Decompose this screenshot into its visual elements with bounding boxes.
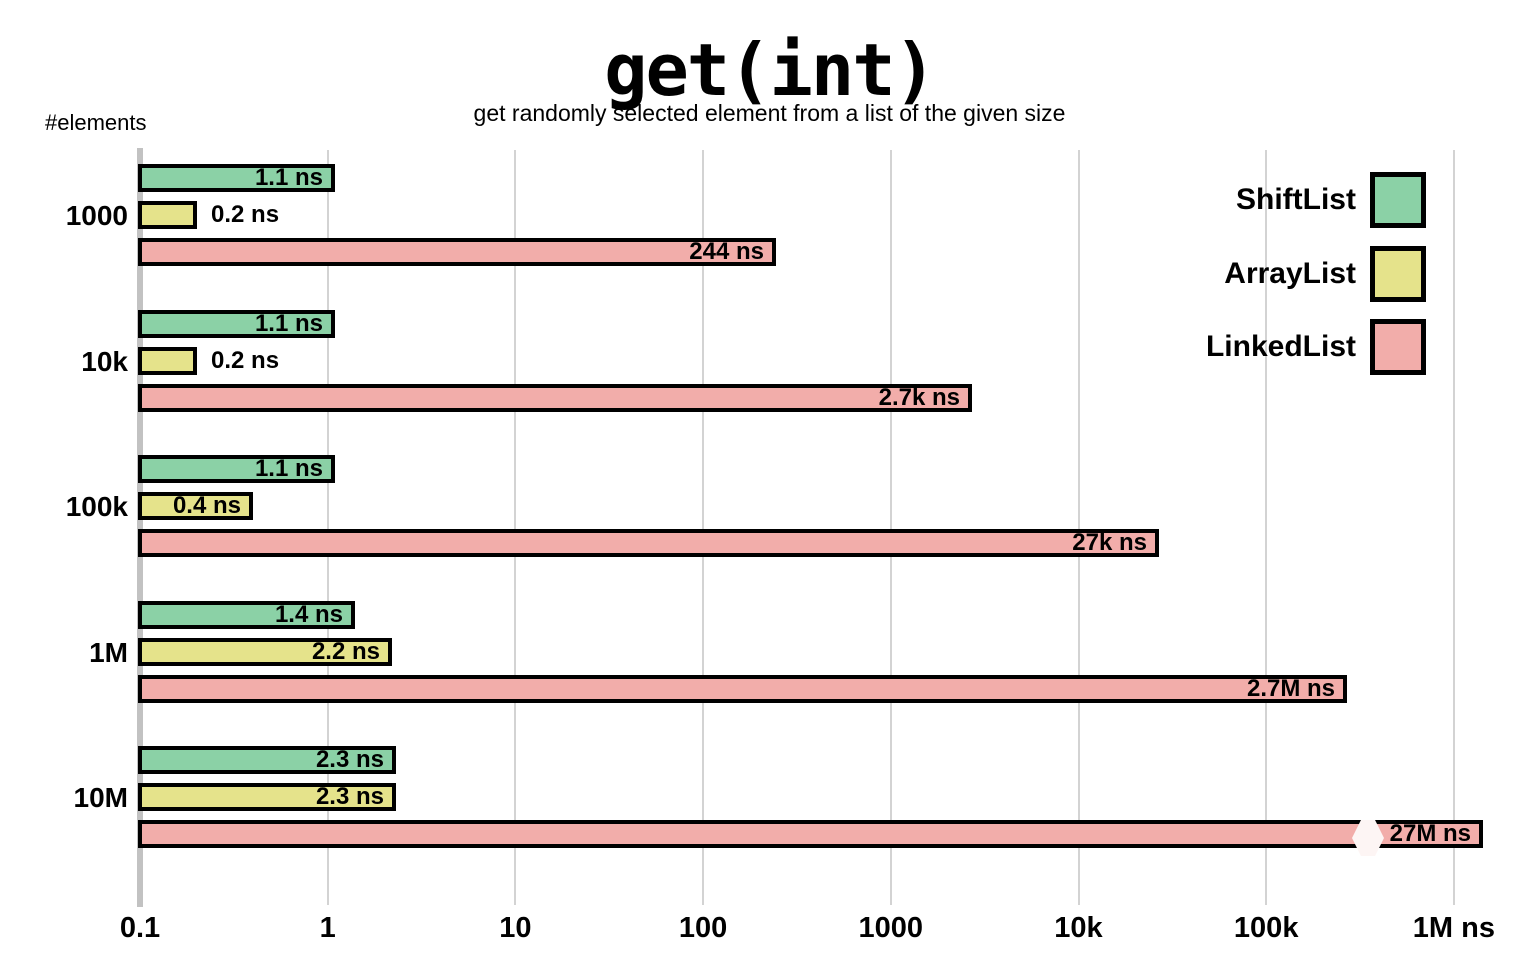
chart-title: get(int) bbox=[604, 28, 937, 112]
bar-arraylist-1M: 2.2 ns bbox=[138, 638, 392, 666]
chart-subtitle: get randomly selected element from a lis… bbox=[473, 100, 1066, 126]
x-tick-label: 10k bbox=[1054, 912, 1103, 944]
category-label: 1M bbox=[89, 637, 128, 668]
bar-value-label: 0.4 ns bbox=[172, 492, 241, 519]
bar-value-label: 27k ns bbox=[1072, 529, 1147, 556]
bar-value-label: 1.1 ns bbox=[254, 310, 323, 337]
legend-label: LinkedList bbox=[1205, 330, 1356, 363]
gridline bbox=[1077, 150, 1080, 905]
gridline bbox=[702, 150, 705, 905]
legend-label: ArrayList bbox=[1224, 256, 1356, 290]
bar-value-label: 1.4 ns bbox=[274, 601, 343, 628]
bar-arraylist-1000 bbox=[138, 201, 197, 229]
bar-value-label: 2.3 ns bbox=[315, 783, 384, 810]
x-tick-label: 1 bbox=[319, 912, 336, 944]
bar-value-label: 2.3 ns bbox=[315, 746, 384, 773]
bar-value-label: 2.7M ns bbox=[1246, 675, 1335, 702]
y-axis-label: #elements bbox=[45, 110, 147, 135]
legend-swatch-shiftlist bbox=[1370, 172, 1426, 228]
bar-value-label: 0.2 ns bbox=[211, 347, 280, 374]
category-label: 100k bbox=[65, 491, 128, 522]
bar-linkedlist-1M: 2.7M ns bbox=[138, 675, 1347, 703]
y-axis-line bbox=[137, 148, 143, 907]
bar-shiftlist-10M: 2.3 ns bbox=[138, 746, 396, 774]
bar-arraylist-10k bbox=[138, 347, 197, 375]
category-label: 10M bbox=[73, 782, 128, 813]
bar-value-label: 244 ns bbox=[689, 238, 764, 265]
axis-break-marker bbox=[1352, 820, 1384, 856]
x-tick-label: 100 bbox=[678, 912, 728, 944]
x-tick-label: 10 bbox=[499, 912, 532, 944]
x-tick-label: 1000 bbox=[858, 912, 924, 944]
category-label: 10k bbox=[81, 346, 128, 377]
bar-shiftlist-1M: 1.4 ns bbox=[138, 601, 355, 629]
legend-swatch-linkedlist bbox=[1370, 319, 1426, 375]
gridline bbox=[514, 150, 517, 905]
gridline bbox=[1265, 150, 1268, 905]
bar-arraylist-10M: 2.3 ns bbox=[138, 783, 396, 811]
legend-label: ShiftList bbox=[1236, 183, 1356, 216]
bar-value-label: 0.2 ns bbox=[211, 201, 280, 228]
gridline bbox=[326, 150, 329, 905]
bar-shiftlist-1000: 1.1 ns bbox=[138, 164, 335, 192]
bar-arraylist-100k: 0.4 ns bbox=[138, 492, 253, 520]
bar-value-label: 27M ns bbox=[1389, 820, 1471, 847]
x-tick-label: 0.1 bbox=[119, 912, 161, 944]
bar-value-label: 2.7k ns bbox=[878, 384, 960, 411]
bar-linkedlist-1000: 244 ns bbox=[138, 238, 776, 266]
legend-swatch-arraylist bbox=[1370, 245, 1426, 302]
x-tick-label: 1M ns bbox=[1412, 912, 1495, 944]
x-tick-label: 100k bbox=[1233, 912, 1299, 944]
gridline bbox=[1452, 150, 1455, 905]
bar-linkedlist-10k: 2.7k ns bbox=[138, 384, 972, 412]
bar-linkedlist-100k: 27k ns bbox=[138, 529, 1159, 557]
bar-shiftlist-10k: 1.1 ns bbox=[138, 310, 335, 338]
bar-value-label: 2.2 ns bbox=[311, 638, 380, 665]
bar-shiftlist-100k: 1.1 ns bbox=[138, 455, 335, 483]
bar-linkedlist-10M: 27M ns bbox=[138, 820, 1483, 856]
bar-value-label: 1.1 ns bbox=[254, 164, 323, 191]
category-label: 1000 bbox=[65, 200, 128, 231]
gridline bbox=[889, 150, 892, 905]
bar-value-label: 1.1 ns bbox=[254, 455, 323, 482]
